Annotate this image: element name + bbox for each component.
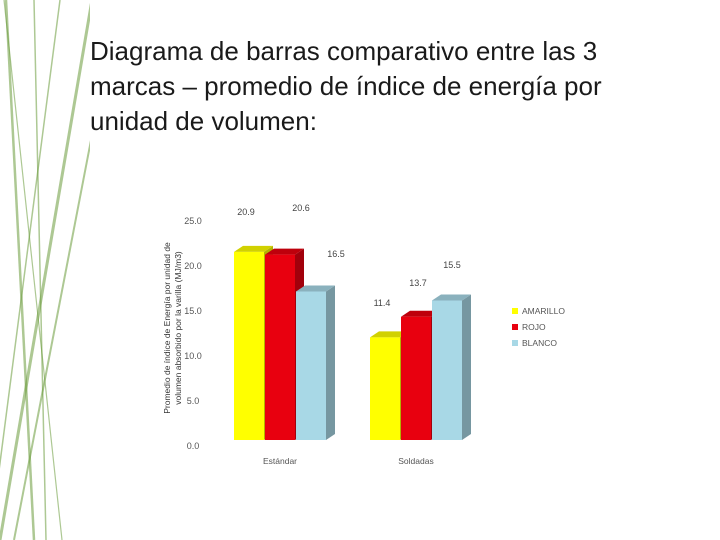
legend-item-amarillo: AMARILLO (512, 306, 565, 316)
legend-label: AMARILLO (522, 306, 565, 316)
legend-swatch (512, 340, 518, 346)
stripe-line (13, 140, 90, 540)
data-label: 13.7 (409, 278, 427, 288)
bar-front (265, 254, 295, 440)
y-tick-label: 10.0 (184, 351, 202, 361)
bar-side (326, 285, 335, 440)
y-tick-label: 25.0 (184, 216, 202, 226)
bar-blanco-estandar (296, 285, 335, 440)
y-axis-label-line: volumen absorbido por la varilla (MJ/m3) (173, 251, 183, 405)
bar-front (401, 316, 431, 440)
bar-top (265, 248, 304, 255)
y-tick-label: 15.0 (184, 306, 202, 316)
data-label: 15.5 (443, 260, 461, 270)
legend-swatch (512, 324, 518, 330)
legend-swatch (512, 308, 518, 314)
title-line: marcas – promedio de índice de energía p… (90, 71, 602, 101)
bar-front (370, 337, 400, 440)
data-label: 11.4 (374, 298, 391, 308)
bar-blanco-soldadas (432, 294, 471, 440)
data-label: 20.9 (237, 207, 255, 217)
slide-title: Diagrama de barras comparativo entre las… (90, 34, 700, 139)
legend-label: BLANCO (522, 338, 557, 348)
x-category-label: Soldadas (398, 456, 433, 466)
y-tick-label: 0.0 (187, 441, 200, 451)
bar-front (296, 291, 326, 440)
bar-top (234, 245, 273, 252)
title-line: unidad de volumen: (90, 106, 317, 136)
data-label: 16.5 (327, 249, 345, 259)
bar-top (432, 294, 471, 301)
y-tick-label: 5.0 (187, 396, 200, 406)
title-line: Diagrama de barras comparativo entre las… (90, 36, 598, 66)
stripe-line (0, 2, 90, 540)
bar-side (462, 294, 471, 440)
legend-item-blanco: BLANCO (512, 338, 557, 348)
stripe-line (3, 0, 63, 540)
bar-front (234, 251, 264, 440)
stripe-line (33, 0, 47, 540)
x-category-label: Estándar (263, 456, 297, 466)
y-tick-label: 20.0 (184, 261, 202, 271)
y-axis-label: Promedio de índice de Energía por unidad… (162, 242, 183, 414)
bar-top (401, 310, 440, 317)
bar-top (370, 331, 409, 338)
y-axis-label-line: Promedio de índice de Energía por unidad… (162, 242, 172, 414)
legend-label: ROJO (522, 322, 546, 332)
stripe-line (4, 0, 36, 540)
bar-front (432, 300, 462, 440)
bar-top (296, 285, 335, 292)
data-label: 20.6 (292, 203, 310, 213)
stripe-line (0, 0, 61, 469)
legend-item-rojo: ROJO (512, 322, 546, 332)
decorative-stripes (0, 0, 90, 540)
